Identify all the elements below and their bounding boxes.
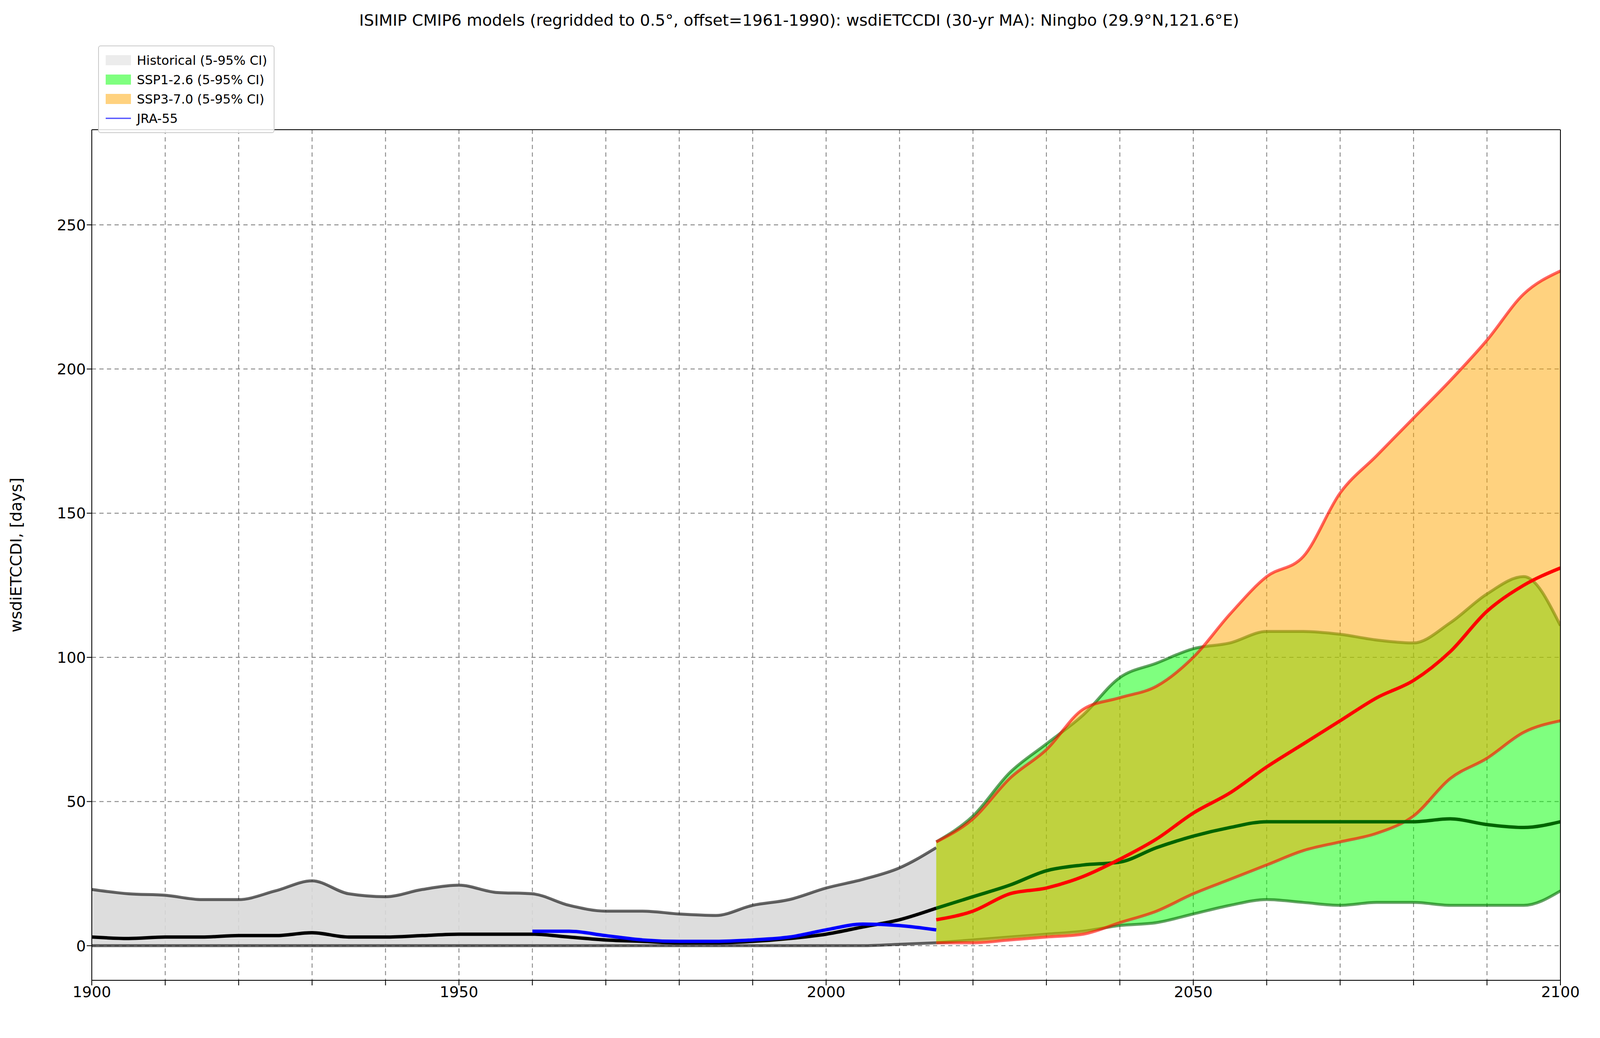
html-text:JRA-55: JRA-55 [136, 110, 178, 126]
svg-text:50: 50 [66, 792, 86, 811]
svg-text:2000: 2000 [806, 983, 846, 1001]
svg-text:150: 150 [56, 504, 86, 522]
svg-text:2100: 2100 [1541, 983, 1580, 1001]
svg-text:2050: 2050 [1173, 983, 1213, 1001]
svg-text:wsdiETCCDI, [days]: wsdiETCCDI, [days] [6, 477, 26, 633]
svg-text:100: 100 [56, 648, 86, 667]
html-text:SSP1-2.6 (5-95% CI): SSP1-2.6 (5-95% CI) [136, 72, 265, 87]
svg-text:1950: 1950 [439, 983, 479, 1001]
svg-text:1900: 1900 [72, 983, 112, 1001]
html-text:SSP3-7.0 (5-95% CI): SSP3-7.0 (5-95% CI) [136, 91, 265, 107]
svg-text:0: 0 [76, 937, 86, 955]
svg-text:250: 250 [56, 216, 86, 234]
html-text:Historical (5-95% CI): Historical (5-95% CI) [136, 52, 268, 68]
svg-text:200: 200 [56, 360, 86, 378]
html-text:ISIMIP CMIP6 models (regridded: ISIMIP CMIP6 models (regridded to 0.5°, … [359, 10, 1240, 30]
